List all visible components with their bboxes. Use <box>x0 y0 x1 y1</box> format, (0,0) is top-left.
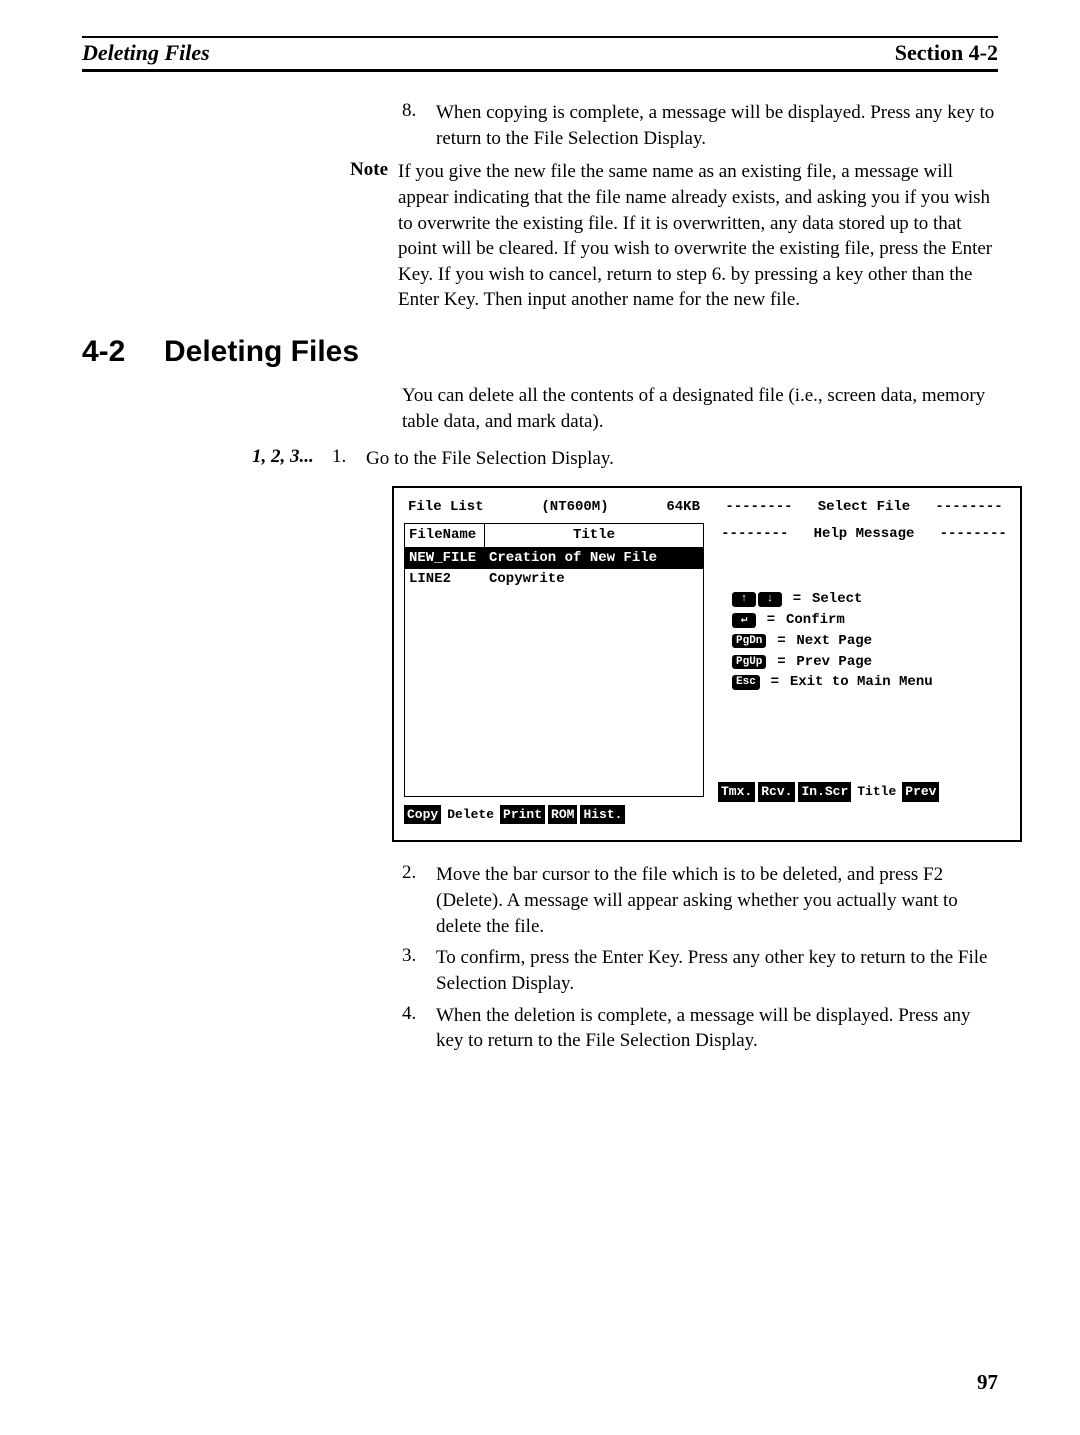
terminal-button: Prev <box>902 782 939 802</box>
dashes: -------- <box>935 499 1002 515</box>
file-name: LINE2 <box>405 569 485 590</box>
select-file-label: Select File <box>818 499 910 515</box>
help-row: ↑↓ = Select <box>732 590 1010 609</box>
terminal-button: Tmx. <box>718 782 755 802</box>
file-row: LINE2Copywrite <box>405 569 703 590</box>
step-1: 1, 2, 3... 1. Go to the File Selection D… <box>402 446 998 472</box>
help-row: ↵ = Confirm <box>732 611 1010 630</box>
step-4: 4. When the deletion is complete, a mess… <box>402 1003 998 1054</box>
terminal-button: In.Scr <box>798 782 851 802</box>
equals: = <box>774 653 788 672</box>
step-text: When the deletion is complete, a message… <box>436 1003 998 1054</box>
keycap-group: Esc <box>732 675 760 690</box>
help-row: PgDn = Next Page <box>732 632 1010 651</box>
terminal-right-panel: -------- Select File -------- -------- H… <box>718 498 1010 824</box>
keycap: PgDn <box>732 634 766 649</box>
equals: = <box>764 611 778 630</box>
dashes: -------- <box>940 526 1007 542</box>
step-number: 2. <box>402 862 436 939</box>
help-text: Prev Page <box>796 653 872 672</box>
file-title: Creation of New File <box>485 548 703 569</box>
equals: = <box>774 632 788 651</box>
page-header: Deleting Files Section 4-2 <box>82 36 998 72</box>
step-text: Move the bar cursor to the file which is… <box>436 862 998 939</box>
note-block: Note If you give the new file the same n… <box>402 159 998 313</box>
keycap-group: ↑↓ <box>732 592 782 607</box>
keycap: ↑ <box>732 592 756 607</box>
file-list-label: File List <box>408 498 484 517</box>
equals: = <box>768 673 782 692</box>
step-text: Go to the File Selection Display. <box>366 446 614 472</box>
header-right: Section 4-2 <box>895 40 998 66</box>
step-8: 8. When copying is complete, a message w… <box>402 100 998 151</box>
keycap: ↓ <box>758 592 782 607</box>
step-number: 8. <box>402 100 436 151</box>
header-left: Deleting Files <box>82 40 210 66</box>
terminal-left-panel: File List (NT600M) 64KB FileName Title N… <box>404 498 704 824</box>
keycap: Esc <box>732 675 760 690</box>
terminal-button: Rcv. <box>758 782 795 802</box>
help-row: PgUp = Prev Page <box>732 653 1010 672</box>
step-number: 3. <box>402 945 436 996</box>
col-filename: FileName <box>405 524 485 547</box>
step-text: When copying is complete, a message will… <box>436 100 998 151</box>
step-text: To confirm, press the Enter Key. Press a… <box>436 945 998 996</box>
keycap: ↵ <box>732 613 756 628</box>
terminal-button: Print <box>500 805 545 825</box>
terminal-button: Delete <box>444 805 497 825</box>
size-label: 64KB <box>666 498 700 517</box>
terminal-button: Copy <box>404 805 441 825</box>
terminal-button: ROM <box>548 805 577 825</box>
keycap-group: PgUp <box>732 655 766 670</box>
section-number: 4-2 <box>82 335 164 369</box>
help-text: Select <box>812 590 862 609</box>
col-title: Title <box>485 524 703 547</box>
note-text: If you give the new file the same name a… <box>398 159 998 313</box>
note-label: Note <box>342 159 398 313</box>
left-button-row: CopyDeletePrintROMHist. <box>404 805 704 825</box>
step-2: 2. Move the bar cursor to the file which… <box>402 862 998 939</box>
terminal-screenshot: File List (NT600M) 64KB FileName Title N… <box>392 486 998 842</box>
file-list-box: FileName Title NEW_FILECreation of New F… <box>404 523 704 797</box>
steps-sequence-label: 1, 2, 3... <box>252 446 332 472</box>
terminal-button: Title <box>854 782 899 802</box>
section-heading: 4-2 Deleting Files <box>82 335 998 369</box>
page-number: 97 <box>977 1370 998 1395</box>
help-text: Exit to Main Menu <box>790 673 933 692</box>
file-row: NEW_FILECreation of New File <box>405 548 703 569</box>
dashes: -------- <box>725 499 792 515</box>
model-label: (NT600M) <box>541 498 608 517</box>
help-text: Confirm <box>786 611 845 630</box>
step-3: 3. To confirm, press the Enter Key. Pres… <box>402 945 998 996</box>
keycap-group: PgDn <box>732 634 766 649</box>
help-list: ↑↓=Select↵=ConfirmPgDn=Next PagePgUp=Pre… <box>732 590 1010 692</box>
step-number: 4. <box>402 1003 436 1054</box>
help-message-label: Help Message <box>814 526 915 542</box>
help-text: Next Page <box>796 632 872 651</box>
keycap: PgUp <box>732 655 766 670</box>
step-number: 1. <box>332 446 366 472</box>
help-row: Esc = Exit to Main Menu <box>732 673 1010 692</box>
right-button-row: Tmx.Rcv.In.ScrTitlePrev <box>718 782 1010 802</box>
file-name: NEW_FILE <box>405 548 485 569</box>
section-intro: You can delete all the contents of a des… <box>402 383 998 434</box>
dashes: -------- <box>721 526 788 542</box>
file-title: Copywrite <box>485 569 703 590</box>
keycap-group: ↵ <box>732 613 756 628</box>
equals: = <box>790 590 804 609</box>
terminal-button: Hist. <box>580 805 625 825</box>
section-title: Deleting Files <box>164 335 359 369</box>
